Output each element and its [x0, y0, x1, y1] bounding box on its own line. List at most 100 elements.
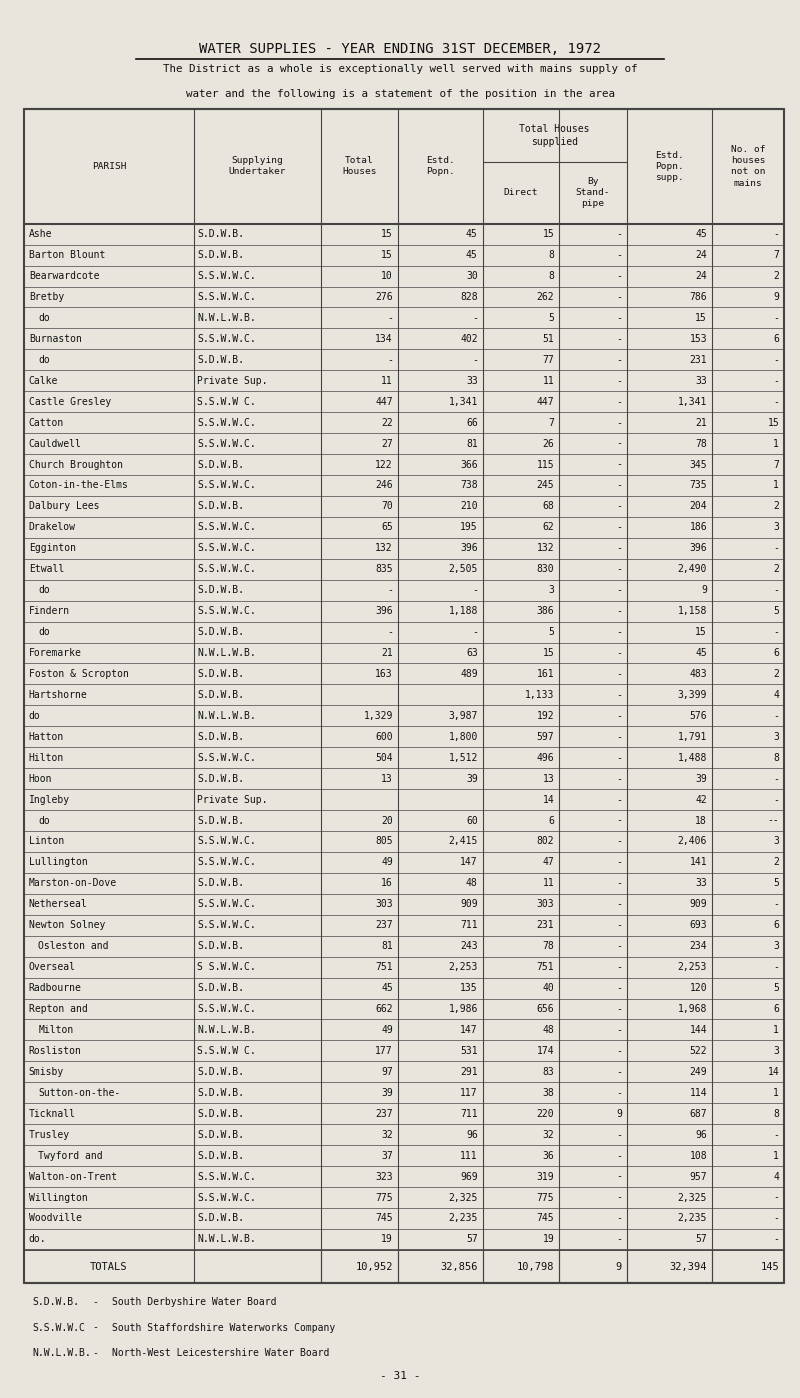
Text: -: - — [616, 250, 622, 260]
Text: 751: 751 — [537, 962, 554, 972]
Text: 115: 115 — [537, 460, 554, 470]
Text: 210: 210 — [460, 502, 478, 512]
Text: S.D.W.B.: S.D.W.B. — [197, 355, 244, 365]
Text: 7: 7 — [774, 460, 779, 470]
Text: Private Sup.: Private Sup. — [197, 376, 267, 386]
Text: Barton Blount: Barton Blount — [29, 250, 105, 260]
Text: Willington: Willington — [29, 1192, 87, 1202]
Text: 1,968: 1,968 — [678, 1004, 707, 1014]
Text: - 31 -: - 31 - — [380, 1371, 420, 1381]
Text: 735: 735 — [690, 481, 707, 491]
Text: 1: 1 — [774, 1025, 779, 1035]
Text: -: - — [774, 544, 779, 554]
Text: Twyford and: Twyford and — [38, 1151, 103, 1160]
Text: 830: 830 — [537, 565, 554, 575]
Text: S.S.W.W.C.: S.S.W.W.C. — [197, 1004, 256, 1014]
Text: -: - — [774, 397, 779, 407]
Text: S S.W.W.C.: S S.W.W.C. — [197, 962, 256, 972]
Text: -: - — [616, 397, 622, 407]
Text: S.S.W.W.C.: S.S.W.W.C. — [197, 292, 256, 302]
Text: 291: 291 — [460, 1067, 478, 1076]
Text: 8: 8 — [774, 752, 779, 763]
Text: 6: 6 — [774, 920, 779, 930]
Text: S.S.W.W.C.: S.S.W.W.C. — [197, 544, 256, 554]
Text: 2,415: 2,415 — [448, 836, 478, 846]
Text: Hilton: Hilton — [29, 752, 64, 763]
Text: -: - — [92, 1297, 98, 1307]
Text: do: do — [38, 628, 50, 637]
Text: 81: 81 — [381, 941, 393, 951]
Text: -: - — [616, 962, 622, 972]
Text: -: - — [616, 376, 622, 386]
Text: 276: 276 — [375, 292, 393, 302]
Text: S.S.W.W.C: S.S.W.W.C — [32, 1323, 85, 1332]
Text: -: - — [616, 334, 622, 344]
Text: Burnaston: Burnaston — [29, 334, 82, 344]
Text: 77: 77 — [542, 355, 554, 365]
Text: 738: 738 — [460, 481, 478, 491]
Text: Direct: Direct — [503, 189, 538, 197]
Text: 13: 13 — [542, 773, 554, 784]
Text: 19: 19 — [381, 1234, 393, 1244]
Text: -: - — [616, 731, 622, 742]
Text: 62: 62 — [542, 523, 554, 533]
Text: S.S.W.W.C.: S.S.W.W.C. — [197, 439, 256, 449]
Text: 3,399: 3,399 — [678, 689, 707, 700]
Text: Trusley: Trusley — [29, 1130, 70, 1139]
Text: -: - — [616, 668, 622, 679]
Text: 45: 45 — [695, 649, 707, 658]
Text: -: - — [616, 689, 622, 700]
Text: 3: 3 — [774, 836, 779, 846]
Text: S.D.W.B.: S.D.W.B. — [197, 941, 244, 951]
Text: 39: 39 — [381, 1088, 393, 1097]
Text: 96: 96 — [695, 1130, 707, 1139]
Text: 662: 662 — [375, 1004, 393, 1014]
Text: 5: 5 — [774, 878, 779, 888]
Text: -: - — [472, 586, 478, 596]
Text: 957: 957 — [690, 1172, 707, 1181]
Text: 8: 8 — [548, 271, 554, 281]
Text: -: - — [616, 983, 622, 993]
Text: -: - — [616, 229, 622, 239]
Text: -: - — [616, 752, 622, 763]
Text: 45: 45 — [466, 229, 478, 239]
Text: -: - — [616, 941, 622, 951]
Text: 132: 132 — [375, 544, 393, 554]
Text: -: - — [387, 628, 393, 637]
Text: -: - — [616, 1067, 622, 1076]
Text: 135: 135 — [460, 983, 478, 993]
Text: 1,188: 1,188 — [448, 607, 478, 617]
Text: South Staffordshire Waterworks Company: South Staffordshire Waterworks Company — [112, 1323, 335, 1332]
Text: -: - — [774, 376, 779, 386]
Text: S.S.W.W.C.: S.S.W.W.C. — [197, 565, 256, 575]
Text: 161: 161 — [537, 668, 554, 679]
Text: 78: 78 — [542, 941, 554, 951]
Text: 323: 323 — [375, 1172, 393, 1181]
Text: 396: 396 — [460, 544, 478, 554]
Text: Etwall: Etwall — [29, 565, 64, 575]
Text: -: - — [616, 313, 622, 323]
Text: By
Stand-
pipe: By Stand- pipe — [576, 178, 610, 208]
Text: 828: 828 — [460, 292, 478, 302]
Text: -: - — [387, 586, 393, 596]
Text: -: - — [472, 355, 478, 365]
Text: 141: 141 — [690, 857, 707, 867]
Text: 805: 805 — [375, 836, 393, 846]
Text: 5: 5 — [774, 607, 779, 617]
Text: 237: 237 — [375, 920, 393, 930]
Text: 68: 68 — [542, 502, 554, 512]
Text: Overseal: Overseal — [29, 962, 76, 972]
Text: 2,253: 2,253 — [448, 962, 478, 972]
Text: 6: 6 — [774, 649, 779, 658]
Text: S.D.W.B.: S.D.W.B. — [197, 1213, 244, 1223]
Text: 33: 33 — [695, 878, 707, 888]
Text: 117: 117 — [460, 1088, 478, 1097]
Text: 48: 48 — [466, 878, 478, 888]
Text: -: - — [92, 1323, 98, 1332]
Text: 802: 802 — [537, 836, 554, 846]
Text: 15: 15 — [695, 313, 707, 323]
Text: 303: 303 — [537, 899, 554, 909]
Text: 96: 96 — [466, 1130, 478, 1139]
Text: 33: 33 — [695, 376, 707, 386]
Text: 319: 319 — [537, 1172, 554, 1181]
